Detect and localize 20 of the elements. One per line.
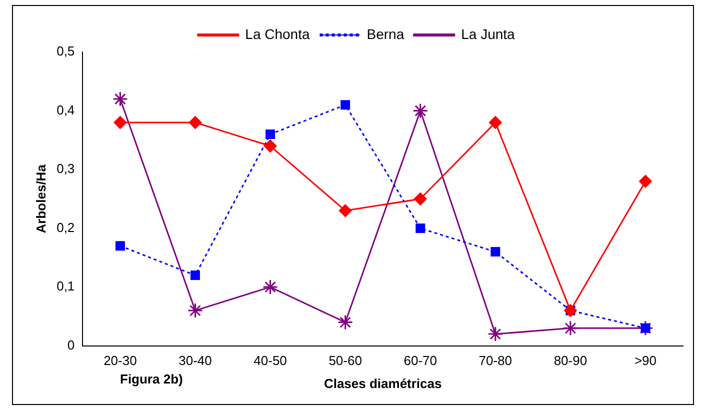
x-tick-label: 50-60 <box>328 353 362 368</box>
x-tick-label: 60-70 <box>404 353 437 368</box>
text: Figura 2b) <box>120 372 183 387</box>
x-axis-title: Clases diamétricas <box>324 376 442 391</box>
x-tick-label: >90 <box>634 353 657 368</box>
x-tick-label: 80-90 <box>554 353 588 368</box>
x-tick-label: 40-50 <box>254 353 287 368</box>
legend-label: Berna <box>366 26 404 42</box>
y-tick-label: 0,2 <box>56 220 75 235</box>
legend-label: La Chonta <box>245 26 310 42</box>
legend-label: La Junta <box>461 26 516 42</box>
x-tick-label: 30-40 <box>178 353 212 368</box>
y-tick-label: 0,4 <box>56 102 75 118</box>
y-tick-label: 0 <box>67 337 75 352</box>
y-tick-label: 0,1 <box>56 278 75 294</box>
x-tick-label: 20-30 <box>104 353 137 368</box>
y-tick-label: 0,3 <box>56 161 75 176</box>
y-tick-label: 0,5 <box>56 44 75 59</box>
x-tick-label: 70-80 <box>478 353 512 368</box>
y-axis-title: Arboles/Ha <box>33 164 48 234</box>
